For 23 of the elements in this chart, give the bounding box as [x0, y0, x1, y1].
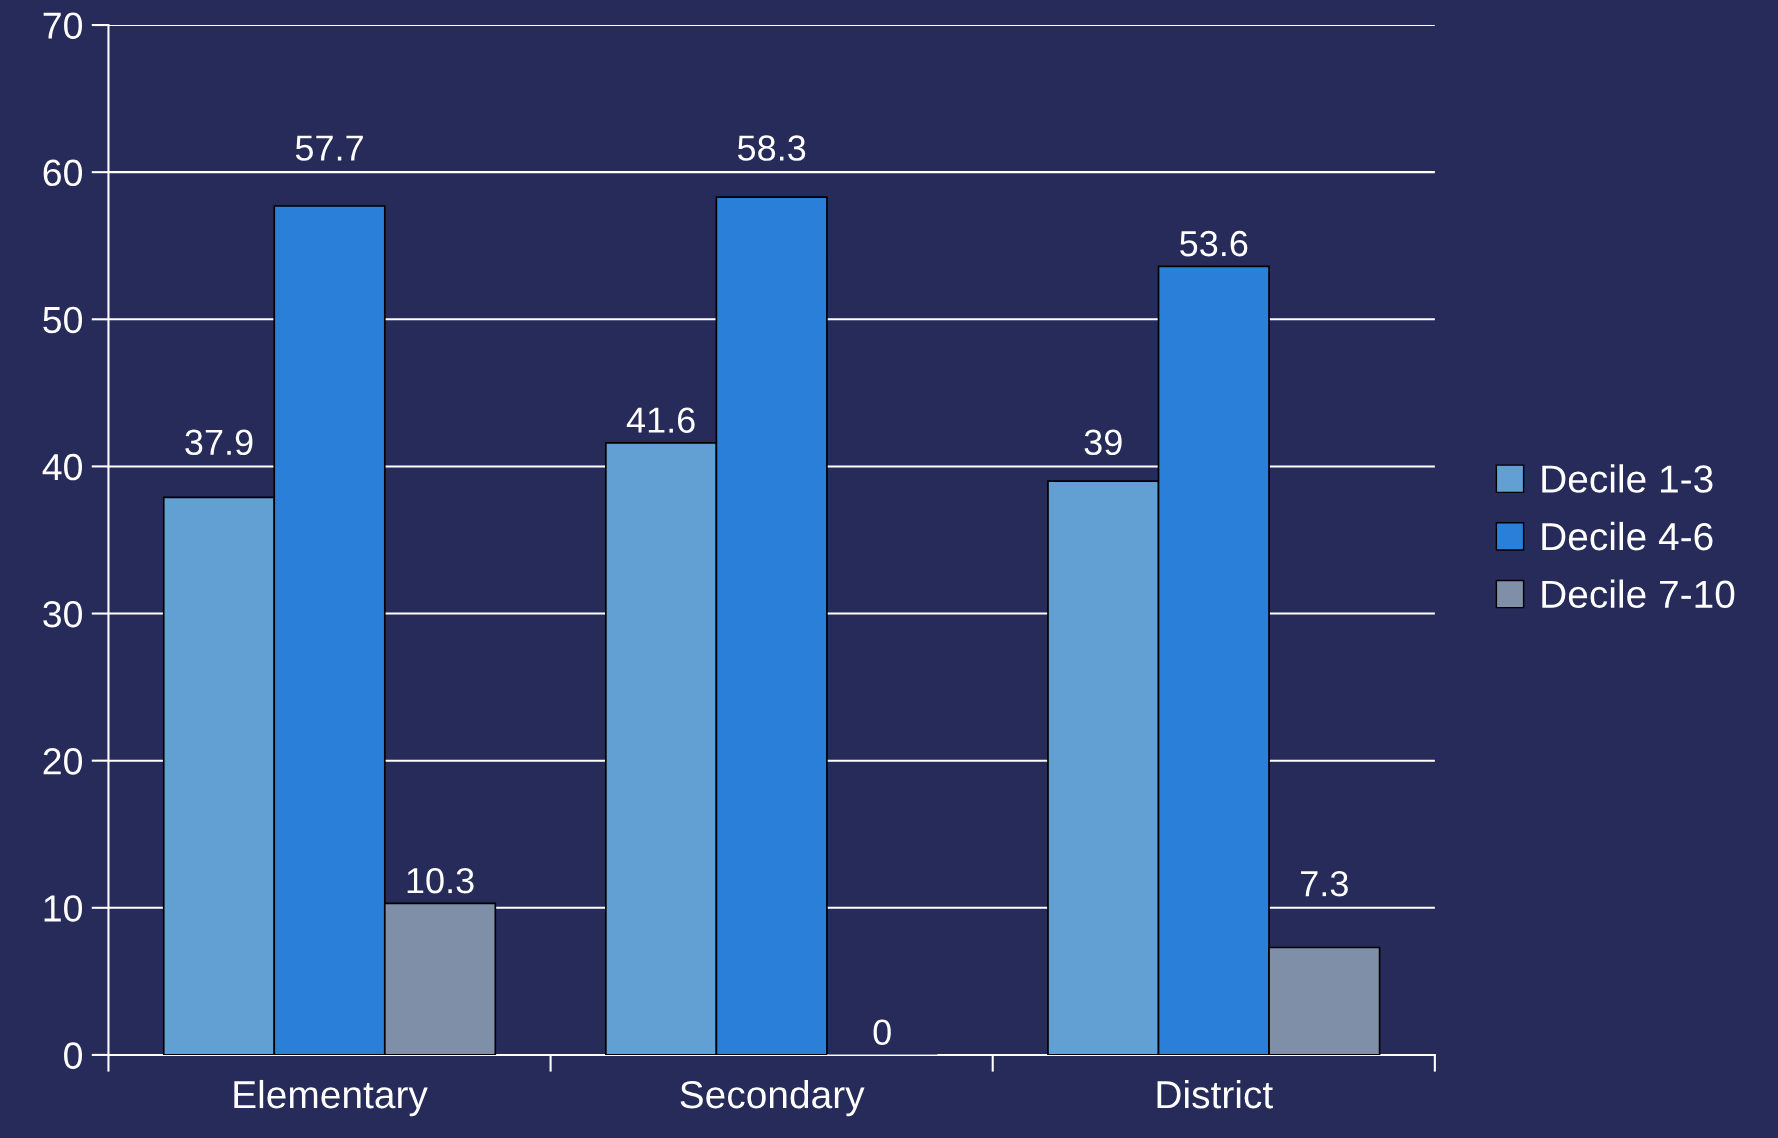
data-label: 41.6	[626, 407, 695, 433]
y-tick-label: 40	[42, 453, 82, 481]
y-tick-label: 70	[43, 12, 82, 39]
x-tick-label: Secondary	[680, 1079, 865, 1117]
x-tick-label: District	[1157, 1079, 1273, 1109]
data-label: 53.6	[1180, 230, 1248, 257]
legend-label: Decile 1-3	[1542, 464, 1713, 493]
y-tick-label: 0	[64, 1042, 82, 1069]
data-label: 7.3	[1301, 870, 1348, 897]
y-tick-label: 10	[44, 895, 82, 922]
legend-label: Decile 4-6	[1542, 521, 1713, 551]
y-tick-label: 60	[43, 159, 82, 187]
data-label: 37.9	[185, 429, 253, 456]
y-tick-label: 20	[43, 748, 82, 775]
data-label: 0	[873, 1019, 891, 1046]
x-tick-label: Elementary	[234, 1079, 428, 1117]
data-label: 57.7	[295, 135, 363, 161]
y-tick-label: 50	[43, 306, 82, 334]
data-label: 10.3	[407, 867, 474, 894]
legend-label: Decile 7-10	[1542, 579, 1735, 609]
data-label: 58.3	[737, 135, 806, 161]
data-label: 39	[1084, 429, 1122, 456]
y-tick-label: 30	[43, 600, 82, 628]
